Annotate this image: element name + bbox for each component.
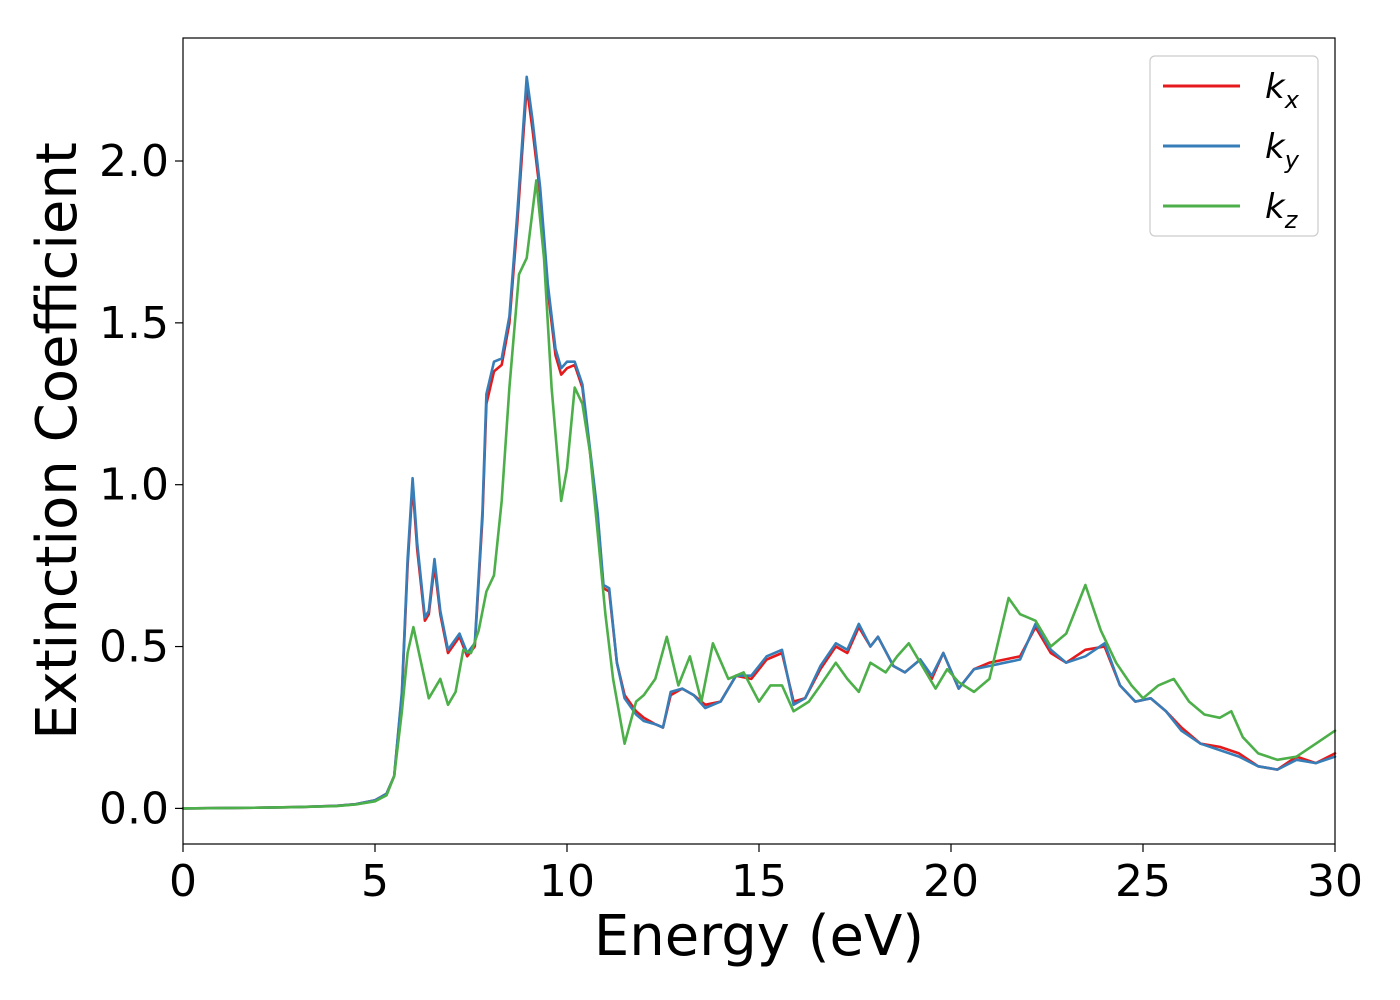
x-tick-label: 25 <box>1115 856 1171 907</box>
series-line-k-y <box>181 75 1337 810</box>
x-tick-label: 20 <box>923 856 979 907</box>
x-axis-title: Energy (eV) <box>594 904 924 969</box>
x-tick-label: 0 <box>169 856 197 907</box>
x-axis-ticks: 0 5 10 15 20 25 30 <box>169 844 1363 907</box>
legend: kx ky kz <box>1149 55 1319 237</box>
y-tick-label: 0.0 <box>99 783 169 834</box>
x-tick-label: 5 <box>361 856 389 907</box>
y-tick-label: 1.5 <box>99 298 169 349</box>
x-tick-label: 30 <box>1307 856 1363 907</box>
legend-label-k-x: kx <box>1265 67 1300 114</box>
legend-label-k-y: ky <box>1265 127 1300 174</box>
y-tick-label: 2.0 <box>99 136 169 187</box>
x-tick-label: 15 <box>731 856 787 907</box>
y-tick-label: 0.5 <box>99 622 169 673</box>
series-line-k-z <box>181 179 1337 810</box>
y-tick-label: 1.0 <box>99 460 169 511</box>
y-axis-ticks: 0.0 0.5 1.0 1.5 2.0 <box>99 136 183 834</box>
legend-label-k-z: kz <box>1265 187 1299 234</box>
y-axis-title: Extinction Coefficient <box>25 142 90 740</box>
series-lines <box>181 75 1337 810</box>
x-tick-label: 10 <box>539 856 595 907</box>
